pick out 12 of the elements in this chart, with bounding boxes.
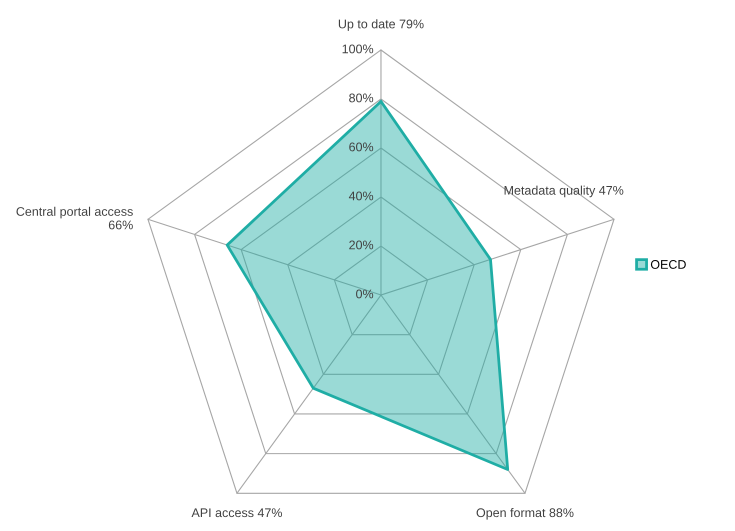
spoke-label: Open format 88% (476, 508, 574, 520)
spoke-label: Central portal access 66% (16, 206, 133, 230)
y-tick-label: 0% (356, 290, 374, 298)
y-tick-label: 100% (342, 44, 374, 54)
spoke-label: Up to date 79% (338, 19, 424, 31)
spoke-label: API access 47% (191, 508, 282, 518)
spoke-label: Metadata quality 47% (504, 186, 624, 198)
y-tick-label: 60% (349, 142, 374, 152)
y-tick-label: 80% (349, 94, 374, 102)
y-tick-label: 20% (349, 240, 374, 250)
y-tick-label: 40% (348, 192, 374, 200)
legend-label: OECD (650, 260, 686, 269)
